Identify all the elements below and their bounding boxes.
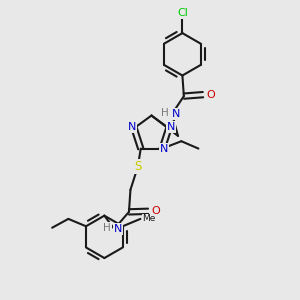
Text: N: N: [128, 122, 136, 132]
Text: Cl: Cl: [177, 8, 188, 18]
Text: O: O: [206, 90, 215, 100]
Text: O: O: [151, 206, 160, 216]
Text: N: N: [172, 109, 181, 119]
Text: H: H: [103, 223, 111, 233]
Text: N: N: [114, 224, 122, 234]
Text: H: H: [161, 108, 169, 118]
Text: N: N: [160, 144, 169, 154]
Text: S: S: [134, 160, 142, 173]
Text: N: N: [167, 122, 175, 132]
Text: Me: Me: [142, 214, 156, 224]
